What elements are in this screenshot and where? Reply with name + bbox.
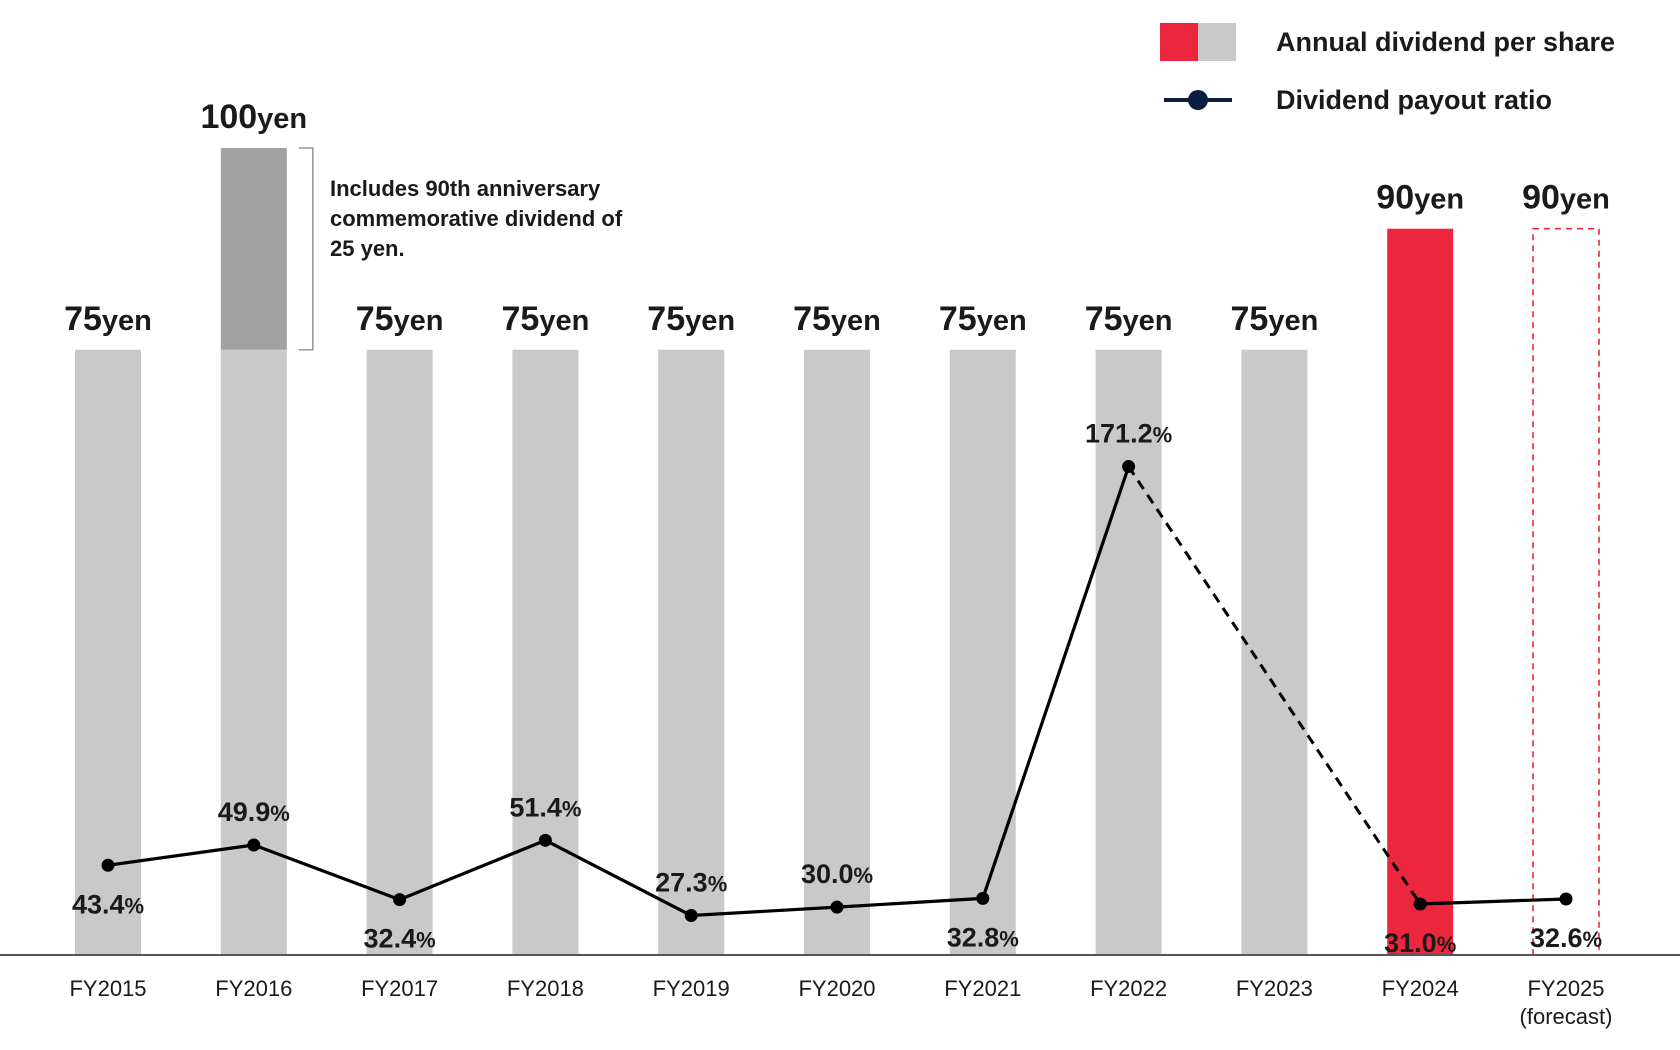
- payout-point: [247, 838, 261, 852]
- bar-fy2020: [804, 349, 870, 955]
- payout-value-label: 49.9%: [218, 797, 290, 827]
- x-tick-label: FY2021: [944, 976, 1021, 1001]
- payout-value-label: 32.8%: [947, 922, 1019, 952]
- bar-fy2017: [366, 349, 433, 955]
- bar-fy2019: [658, 349, 725, 955]
- payout-point: [1413, 897, 1427, 911]
- payout-point: [684, 909, 698, 923]
- dividend-value-label: 90yen: [1522, 179, 1610, 217]
- payout-value-label: 32.4%: [364, 924, 436, 954]
- legend-swatch-red: [1160, 23, 1198, 61]
- commemorative-bracket: [298, 147, 314, 351]
- x-tick-label: FY2025: [1527, 976, 1604, 1001]
- commemorative-note: Includes 90th anniversary commemorative …: [330, 176, 623, 261]
- legend-item-dividend: Annual dividend per share: [1160, 22, 1615, 62]
- payout-value-label: 30.0%: [801, 859, 873, 889]
- payout-value-label: 51.4%: [509, 792, 581, 822]
- x-tick-label: FY2015: [69, 976, 146, 1001]
- x-tick-label: FY2017: [361, 976, 438, 1001]
- dividend-value-label: 100yen: [200, 98, 307, 136]
- dividend-value-label: 75yen: [647, 300, 735, 338]
- x-tick-label: FY2023: [1236, 976, 1313, 1001]
- bar-commemorative-segment: [220, 148, 287, 350]
- payout-point: [1559, 892, 1573, 906]
- dividend-value-label: 75yen: [64, 300, 152, 338]
- dividend-value-label: 75yen: [501, 300, 589, 338]
- x-tick-label: FY2019: [653, 976, 730, 1001]
- dividend-value-label: 75yen: [356, 300, 444, 338]
- legend-swatch-gray: [1198, 23, 1236, 61]
- legend-line-swatch: [1160, 81, 1236, 119]
- dividend-value-label: 75yen: [1085, 300, 1173, 338]
- payout-value-label: 171.2%: [1085, 419, 1172, 449]
- payout-point: [101, 858, 115, 872]
- payout-point: [393, 893, 407, 907]
- x-tick-label: FY2022: [1090, 976, 1167, 1001]
- payout-value-label: 32.6%: [1530, 923, 1602, 953]
- x-tick-sublabel: (forecast): [1520, 1004, 1613, 1029]
- payout-value-label: 43.4%: [72, 889, 144, 919]
- payout-value-label: 27.3%: [655, 868, 727, 898]
- legend-bar-swatch: [1160, 23, 1236, 61]
- x-tick-label: FY2016: [215, 976, 292, 1001]
- legend-label-payout: Dividend payout ratio: [1276, 84, 1553, 115]
- payout-point: [1122, 460, 1136, 474]
- bar-fy2018: [512, 349, 579, 955]
- payout-point: [976, 891, 990, 905]
- payout-line-segment: [107, 466, 1131, 918]
- payout-point: [538, 833, 552, 847]
- legend-swatch-dot: [1188, 90, 1208, 110]
- payout-line-dashed: [1127, 465, 1422, 905]
- x-tick-label: FY2018: [507, 976, 584, 1001]
- bar-fy2024: [1387, 228, 1454, 955]
- bar-fy2022: [1095, 349, 1162, 955]
- x-tick-label: FY2024: [1382, 976, 1459, 1001]
- payout-value-label: 31.0%: [1384, 928, 1456, 958]
- legend-item-payout: Dividend payout ratio: [1160, 80, 1552, 120]
- dividend-value-label: 75yen: [793, 300, 881, 338]
- dividend-value-label: 75yen: [939, 300, 1027, 338]
- dividend-value-label: 90yen: [1376, 179, 1464, 217]
- legend: Annual dividend per share Dividend payou…: [1160, 20, 1660, 130]
- payout-point: [830, 900, 844, 914]
- bar-fy2016: [220, 349, 287, 955]
- bar-fy2015: [75, 349, 141, 955]
- dividend-value-label: 75yen: [1230, 300, 1318, 338]
- bar-fy2021: [949, 349, 1016, 955]
- x-tick-label: FY2020: [798, 976, 875, 1001]
- payout-line-segment: [1420, 897, 1567, 906]
- bar-forecast: [1532, 227, 1600, 956]
- legend-label-dividend: Annual dividend per share: [1276, 26, 1616, 57]
